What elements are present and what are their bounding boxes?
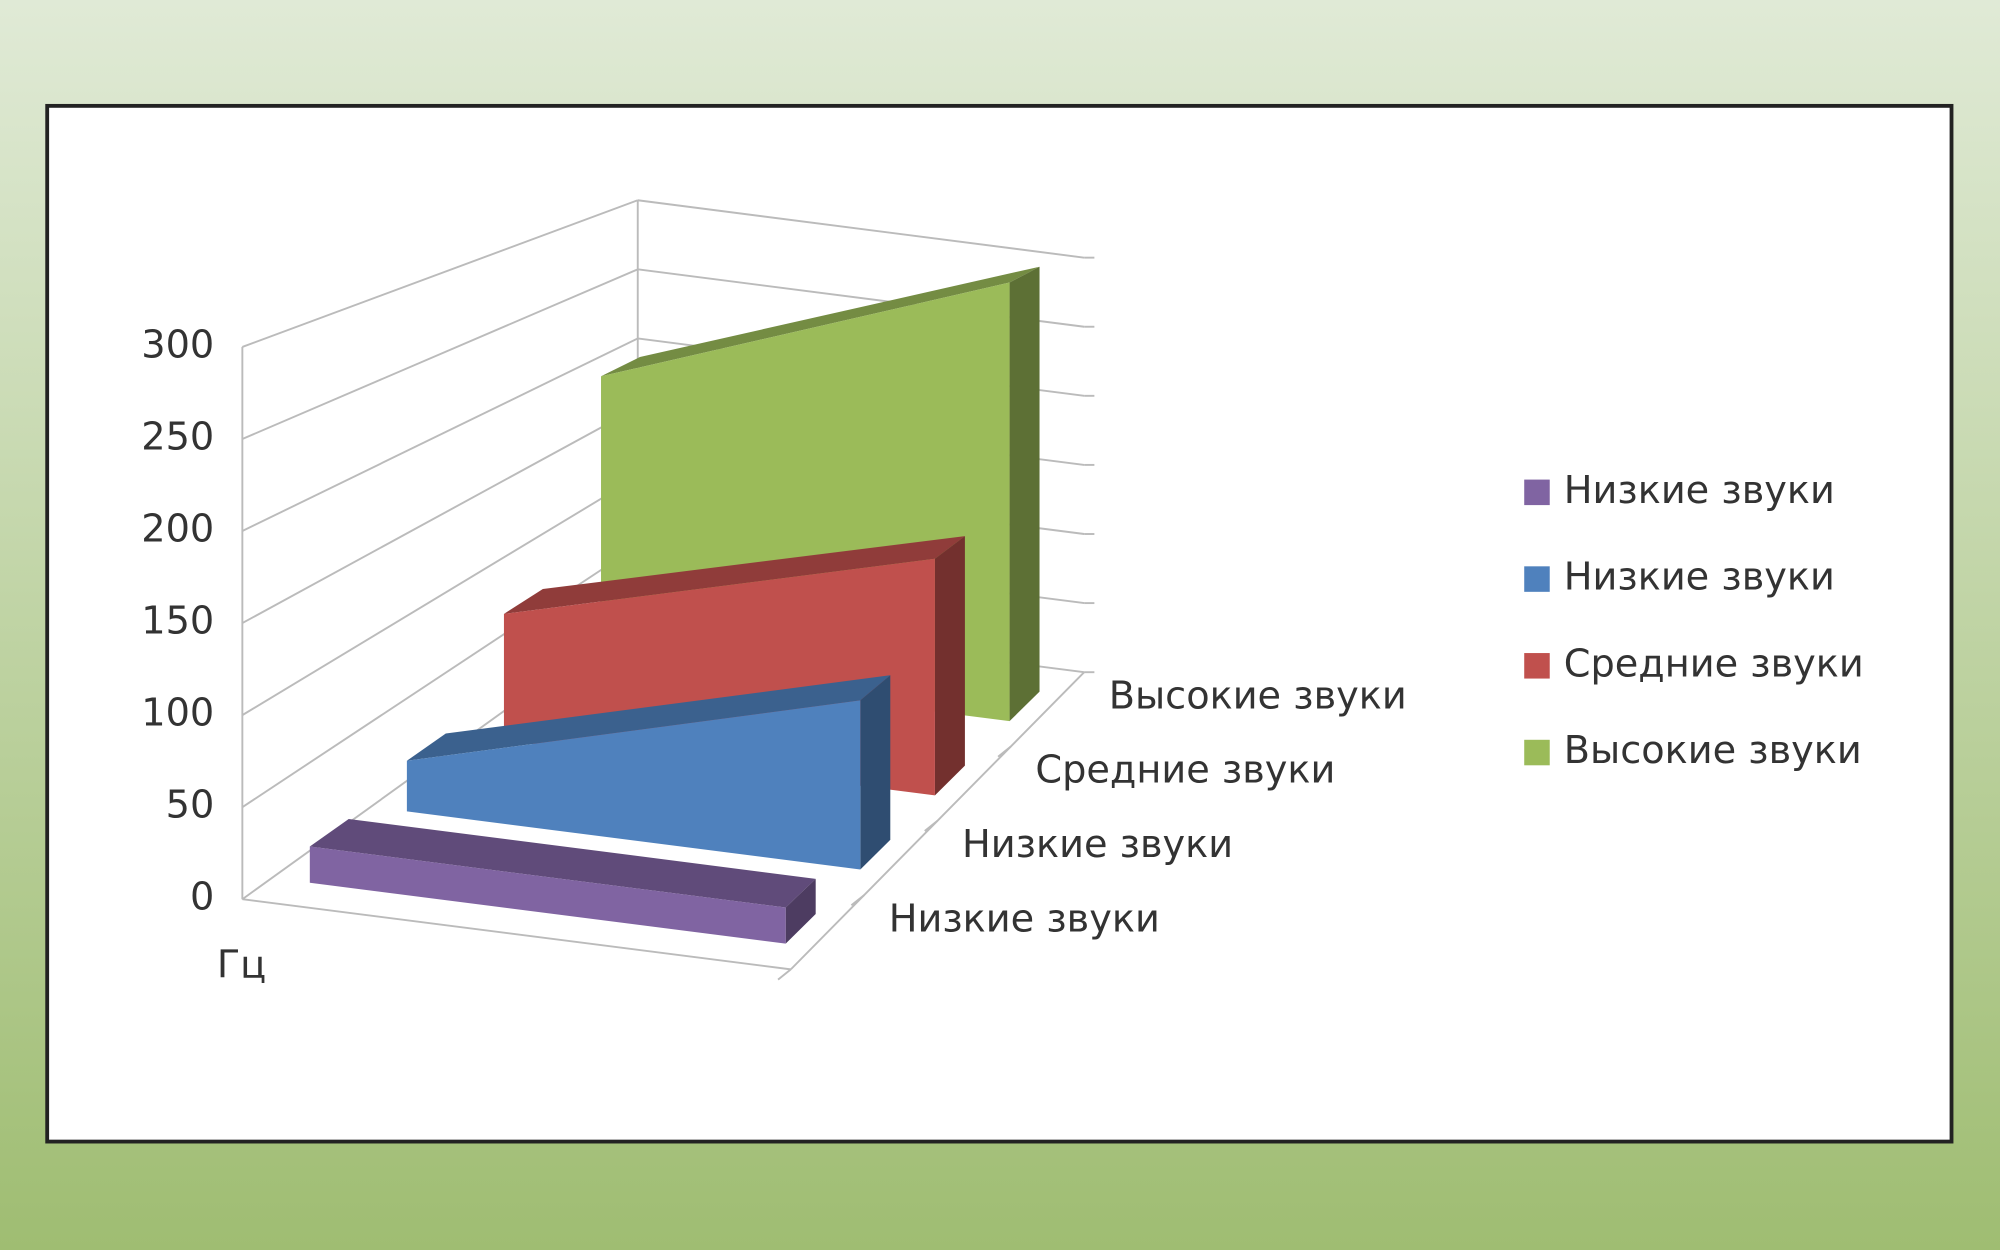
legend-label: Средние звуки: [1564, 641, 1864, 686]
area-top: [406, 675, 891, 761]
y-tick-label: 150: [141, 599, 214, 644]
y-tick-label: 300: [141, 322, 214, 367]
y-tick-label: 100: [141, 691, 214, 736]
depth-label: Высокие звуки: [1109, 673, 1407, 718]
grid-line: [241, 475, 639, 716]
legend-swatch: [1524, 566, 1550, 592]
area-top: [503, 536, 965, 614]
tick-mark: [850, 894, 865, 907]
legend-label: Низкие звуки: [1564, 468, 1835, 513]
area-side: [934, 536, 965, 796]
y-tick-label: 50: [166, 783, 215, 828]
legend-swatch: [1524, 479, 1550, 506]
area: [309, 846, 786, 944]
area-side: [785, 878, 816, 944]
chart-root: 0 50 100 150 200 250 300 Гц Высокие звуки Средние…: [45, 103, 1954, 1144]
axis-line: [242, 898, 791, 971]
area-top: [309, 818, 816, 908]
y-tick-label: 250: [141, 414, 214, 459]
tick-mark: [777, 968, 792, 981]
area-side: [860, 675, 891, 870]
grid-line: [637, 199, 1085, 259]
grid-line: [242, 199, 639, 348]
tick-mark: [997, 745, 1012, 758]
depth-label: Низкие звуки: [962, 822, 1233, 867]
grid-line: [241, 406, 639, 624]
area-top: [601, 266, 1040, 377]
grid-line: [241, 268, 639, 440]
legend-swatch: [1524, 739, 1550, 766]
legend-swatch: [1524, 653, 1550, 679]
y-tick-label: 200: [141, 507, 214, 552]
legend-label: Высокие звуки: [1564, 728, 1862, 773]
legend-label: Низкие звуки: [1564, 555, 1835, 600]
y-tick-label: 0: [190, 875, 214, 920]
depth-label: Средние звуки: [1035, 748, 1335, 793]
area: [406, 700, 861, 870]
grid-line: [241, 337, 639, 532]
tick-mark: [924, 820, 939, 832]
area-side: [1009, 266, 1040, 722]
y-axis-label: Гц: [217, 942, 266, 987]
depth-label: Низкие звуки: [889, 896, 1160, 941]
